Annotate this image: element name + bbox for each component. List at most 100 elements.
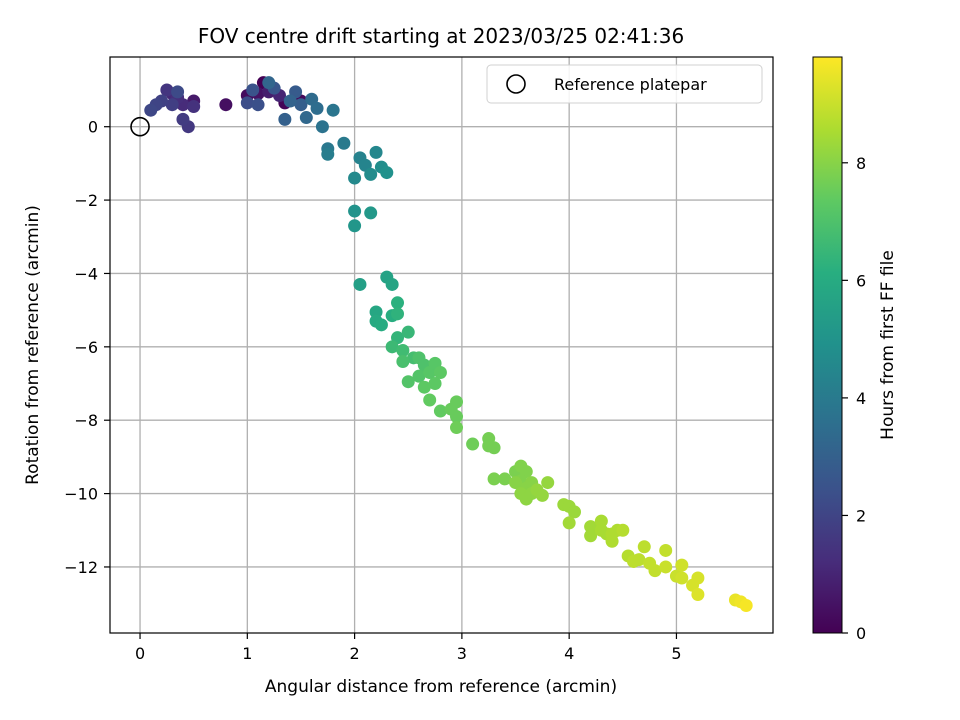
data-point [509, 476, 523, 490]
data-point [262, 76, 276, 90]
data-point [498, 472, 512, 486]
data-point [433, 404, 447, 418]
colorbar-tick-label: 8 [856, 154, 866, 173]
data-point [423, 393, 437, 407]
colorbar-ticks: 0 2 4 6 8 [842, 154, 866, 643]
data-point [535, 488, 549, 502]
x-axis-label: Angular distance from reference (arcmin) [265, 677, 617, 697]
data-point [165, 98, 179, 112]
data-point [321, 147, 335, 161]
y-tick-label: −10 [64, 485, 98, 504]
y-tick-label: −8 [74, 411, 98, 430]
data-point [594, 514, 608, 528]
grid [110, 57, 773, 633]
data-point [637, 540, 651, 554]
data-point [412, 369, 426, 383]
data-point [562, 516, 576, 530]
data-point [675, 571, 689, 585]
data-point [584, 529, 598, 543]
data-point [450, 410, 464, 424]
colorbar-tick-label: 0 [856, 624, 866, 643]
data-point [246, 83, 260, 97]
data-point [374, 318, 388, 332]
y-tick-label: −6 [74, 338, 98, 357]
data-point [659, 543, 673, 557]
legend: Reference platepar [486, 64, 763, 104]
data-point [348, 204, 362, 218]
y-axis-label: Rotation from reference (arcmin) [23, 205, 43, 485]
data-point [385, 277, 399, 291]
data-point [487, 472, 501, 486]
data-point [541, 476, 555, 490]
data-point [310, 101, 324, 115]
chart-title: FOV centre drift starting at 2023/03/25 … [198, 24, 684, 48]
data-point [396, 355, 410, 369]
reference-point-marker [130, 116, 150, 137]
data-point [487, 441, 501, 455]
y-tick-label: −2 [74, 191, 98, 210]
data-point [251, 98, 265, 112]
x-tick-label: 4 [564, 644, 574, 663]
x-tick-label: 5 [671, 644, 681, 663]
data-point [380, 166, 394, 180]
data-point [691, 587, 705, 601]
data-point [278, 112, 292, 126]
data-point [144, 103, 158, 117]
data-point [616, 523, 630, 537]
data-point [369, 145, 383, 159]
data-point [401, 375, 415, 389]
data-point [401, 325, 415, 339]
y-tick-label: −4 [74, 264, 98, 283]
plot-frame [109, 56, 774, 634]
data-point [364, 167, 378, 181]
x-tick-label: 3 [457, 644, 467, 663]
colorbar-label: Hours from first FF file [878, 250, 898, 440]
data-point [739, 598, 753, 612]
data-point [294, 98, 308, 112]
data-point [391, 307, 405, 321]
data-point [632, 553, 646, 567]
data-point [171, 85, 185, 99]
legend-label-reference: Reference platepar [554, 75, 707, 94]
data-point [568, 505, 582, 519]
data-points [144, 76, 753, 612]
colorbar: 0 2 4 6 8 Hours from first FF file [812, 56, 898, 643]
data-point [348, 171, 362, 185]
data-point [605, 527, 619, 541]
data-point [348, 219, 362, 233]
data-point [353, 277, 367, 291]
colorbar-tick-label: 2 [856, 506, 866, 525]
data-point [584, 520, 598, 534]
data-point [417, 380, 431, 394]
x-axis-ticks: 0 1 2 3 4 5 [135, 633, 682, 663]
x-tick-label: 1 [242, 644, 252, 663]
data-point [299, 111, 313, 125]
y-tick-label: −12 [64, 558, 98, 577]
data-point [369, 305, 383, 319]
y-tick-label: 0 [88, 118, 98, 137]
colorbar-gradient [812, 56, 843, 634]
data-point [315, 120, 329, 134]
data-point [450, 395, 464, 409]
data-point [433, 366, 447, 380]
data-point [364, 206, 378, 220]
y-axis-ticks: 0 −2 −4 −6 −8 −10 −12 [64, 118, 110, 577]
data-point [283, 94, 297, 108]
data-point [391, 296, 405, 310]
x-tick-label: 2 [350, 644, 360, 663]
data-point [187, 100, 201, 114]
data-point [648, 564, 662, 578]
colorbar-tick-label: 6 [856, 271, 866, 290]
data-point [326, 103, 340, 117]
data-point [337, 136, 351, 150]
data-point [466, 437, 480, 451]
colorbar-tick-label: 4 [856, 389, 866, 408]
data-point [176, 112, 190, 126]
legend-box [486, 64, 763, 104]
legend-marker-reference [506, 74, 526, 94]
data-point [396, 344, 410, 358]
data-point [691, 571, 705, 585]
data-point [450, 421, 464, 435]
x-tick-label: 0 [135, 644, 145, 663]
data-point [160, 83, 174, 97]
